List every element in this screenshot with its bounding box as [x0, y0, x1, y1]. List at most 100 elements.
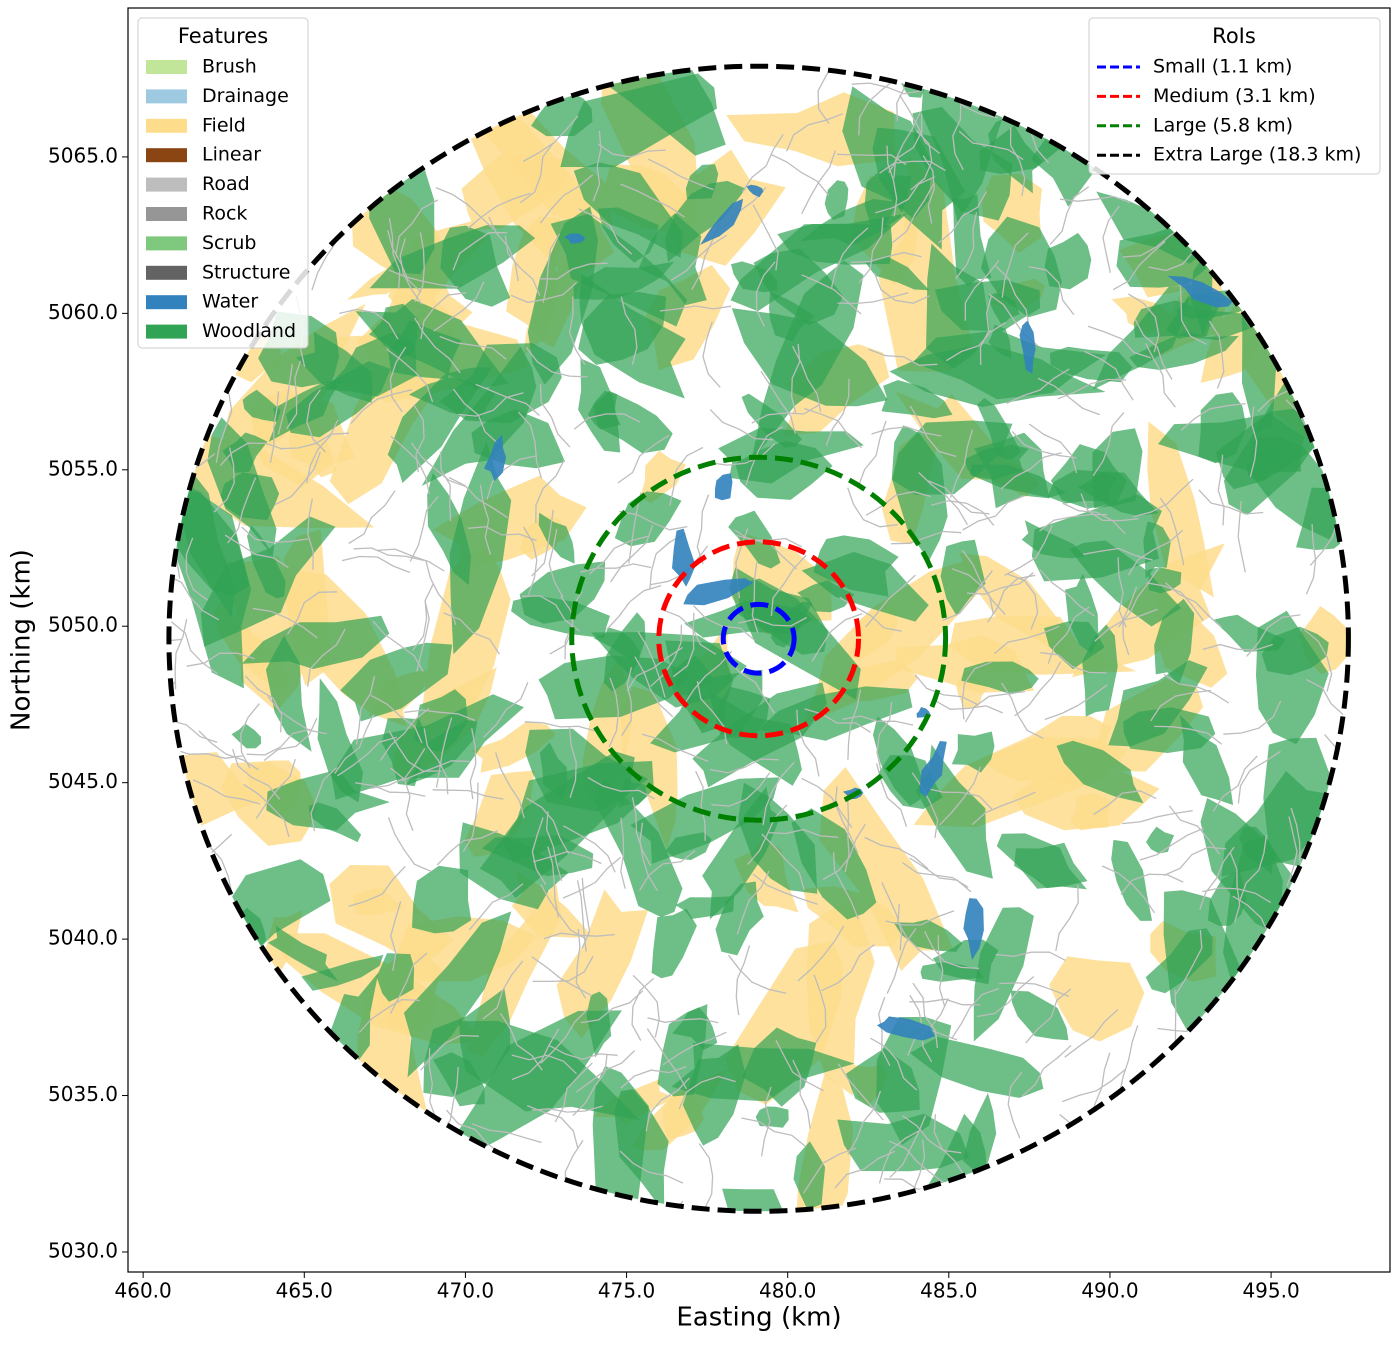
- map-road: [695, 770, 706, 841]
- map-road: [1202, 643, 1273, 651]
- map-patch: [1010, 990, 1069, 1041]
- map-patch: [241, 615, 390, 669]
- map-road: [995, 951, 1066, 961]
- map-road: [482, 960, 524, 1020]
- map-road: [556, 1140, 584, 1206]
- map-patch: [376, 953, 415, 1002]
- map-road: [168, 574, 220, 621]
- map-road: [1168, 805, 1221, 855]
- map-road: [606, 584, 662, 630]
- map-road: [246, 728, 311, 756]
- map-road: [227, 477, 257, 544]
- map-road: [1007, 1071, 1023, 1139]
- map-road: [433, 281, 485, 332]
- map-road: [942, 570, 993, 621]
- map-road: [934, 699, 1003, 714]
- map-patch: [267, 925, 339, 982]
- map-road: [752, 204, 779, 271]
- map-road: [379, 707, 430, 761]
- map-road: [1212, 755, 1258, 812]
- map-road: [518, 411, 543, 479]
- map-road: [547, 846, 560, 918]
- map-patch: [1212, 614, 1286, 652]
- map-road: [390, 767, 414, 831]
- map-road: [531, 1105, 603, 1113]
- map-road: [858, 77, 897, 136]
- map-road: [620, 1066, 687, 1089]
- map-road: [1062, 502, 1126, 535]
- map-road: [1000, 452, 1062, 490]
- map-road: [587, 776, 655, 800]
- map-road: [432, 789, 504, 800]
- map-road: [399, 238, 423, 305]
- map-road: [274, 451, 321, 506]
- map-road: [767, 828, 839, 838]
- map-road: [170, 621, 219, 675]
- map-road: [961, 549, 994, 615]
- legend-label: Water: [202, 291, 258, 313]
- map-road: [472, 66, 512, 109]
- map-road: [286, 591, 338, 635]
- legend-title: Features: [178, 24, 268, 48]
- legend-swatch: [146, 118, 187, 133]
- map-road: [832, 852, 859, 920]
- x-tick-label: 480.0: [759, 1279, 816, 1303]
- map-road: [914, 674, 978, 706]
- map-road: [563, 825, 616, 873]
- map-patch: [578, 358, 621, 453]
- map-road: [770, 153, 830, 196]
- map-road: [386, 348, 434, 403]
- map-patch: [951, 731, 995, 773]
- map-road: [231, 748, 281, 800]
- x-tick-label: 470.0: [437, 1279, 494, 1303]
- map-road: [796, 709, 820, 777]
- map-road: [752, 873, 818, 905]
- x-tick-label: 485.0: [920, 1279, 977, 1303]
- map-road: [698, 1143, 714, 1211]
- map-road: [962, 495, 1025, 531]
- map-patch: [1031, 494, 1162, 582]
- map-road: [949, 429, 974, 498]
- map-road: [475, 383, 540, 416]
- map-patch: [614, 1089, 669, 1212]
- map-patch: [961, 661, 1039, 695]
- map-road: [922, 155, 935, 224]
- map-road: [628, 492, 642, 564]
- map-road: [865, 491, 931, 516]
- map-road: [168, 707, 218, 744]
- map-road: [525, 347, 588, 378]
- map-patch: [265, 635, 312, 752]
- map-road: [1202, 887, 1272, 904]
- map-road: [462, 782, 479, 852]
- map-patch: [578, 291, 667, 365]
- map-road: [243, 783, 290, 838]
- map-road: [844, 800, 850, 873]
- map-road: [879, 160, 946, 174]
- map-road: [267, 696, 327, 735]
- map-road: [709, 409, 773, 441]
- map-road: [420, 1034, 479, 1071]
- map-road: [797, 925, 845, 982]
- map-road: [389, 952, 428, 1014]
- map-road: [306, 419, 339, 484]
- map-road: [348, 490, 396, 544]
- map-road: [1004, 525, 1053, 576]
- map-road: [213, 447, 235, 513]
- map-patch: [824, 180, 849, 220]
- map-patch: [683, 578, 754, 606]
- map-patch: [423, 988, 511, 1097]
- y-tick-label: 5035.0: [48, 1082, 118, 1106]
- map-road: [1303, 629, 1333, 692]
- map-road: [439, 335, 507, 360]
- map-road: [976, 976, 1035, 1018]
- map-road: [467, 526, 537, 542]
- map-road: [479, 484, 492, 555]
- map-road: [389, 346, 407, 413]
- map-road: [620, 296, 638, 365]
- map-road: [727, 658, 775, 714]
- map-road: [909, 405, 957, 458]
- legend-swatch: [146, 89, 187, 104]
- map-road: [899, 94, 941, 154]
- legend-swatch: [146, 177, 187, 192]
- legend-label: Woodland: [202, 320, 296, 342]
